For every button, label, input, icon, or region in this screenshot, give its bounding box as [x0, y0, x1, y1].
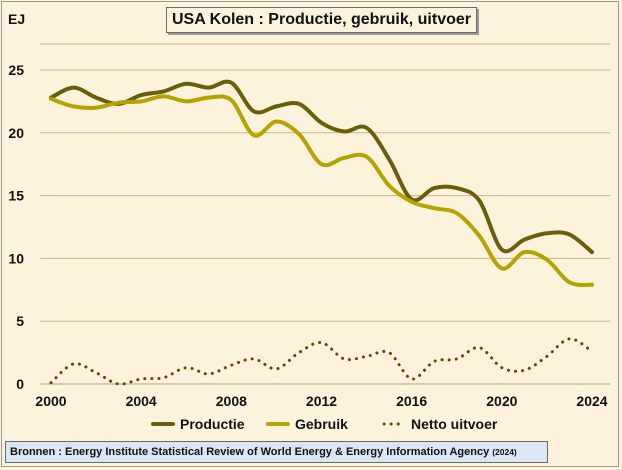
source-year: (2024) — [492, 447, 517, 457]
x-tick-label-2024: 2024 — [576, 393, 607, 409]
series-lines — [49, 79, 594, 386]
y-tick-label-0: 0 — [16, 376, 24, 392]
legend-label-gebruik: Gebruik — [295, 416, 348, 432]
x-tick-label-2016: 2016 — [396, 393, 427, 409]
x-tick-label-2012: 2012 — [306, 393, 337, 409]
y-tick-labels: 0 5 10 15 20 25 — [8, 62, 24, 392]
x-tick-label-2004: 2004 — [126, 393, 157, 409]
source-text: Bronnen : Energy Institute Statistical R… — [10, 446, 490, 458]
legend: Productie Gebruik Netto uitvoer — [151, 416, 498, 432]
gridlines — [40, 43, 610, 385]
y-tick-label-20: 20 — [8, 125, 24, 141]
legend-label-productie: Productie — [180, 416, 245, 432]
series-line-gebruik — [49, 94, 594, 287]
chart-title: USA Kolen : Productie, gebruik, uitvoer — [166, 7, 477, 33]
y-tick-label-25: 25 — [8, 62, 24, 78]
y-tick-label-15: 15 — [8, 188, 24, 204]
x-tick-labels: 2000 2004 2008 2012 2016 2020 2024 — [35, 393, 607, 409]
series-line-netto-uitvoer — [49, 337, 594, 386]
source-note: Bronnen : Energy Institute Statistical R… — [5, 441, 548, 463]
legend-label-netto-uitvoer: Netto uitvoer — [411, 416, 498, 432]
y-tick-label-5: 5 — [16, 313, 24, 329]
series-line-productie — [49, 79, 594, 255]
x-tick-label-2000: 2000 — [35, 393, 66, 409]
x-tick-label-2008: 2008 — [216, 393, 247, 409]
x-tick-label-2020: 2020 — [486, 393, 517, 409]
y-axis-label: EJ — [8, 11, 26, 27]
y-tick-label-10: 10 — [8, 250, 24, 266]
